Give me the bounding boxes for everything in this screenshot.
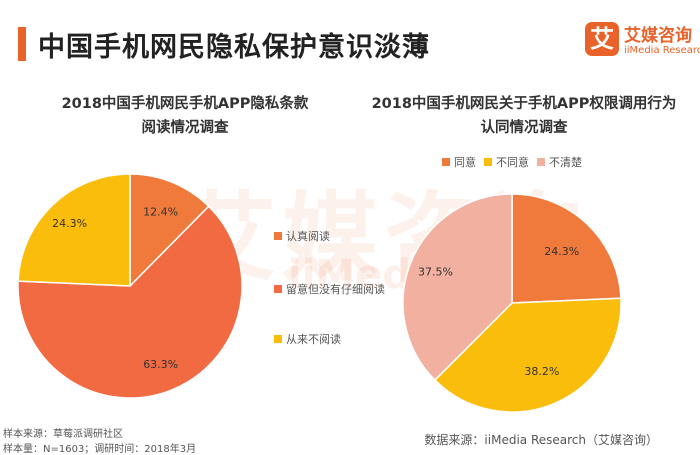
logo-text-en: iiMedia Research	[624, 45, 700, 56]
chart2-title-line2: 认同情况调查	[480, 120, 568, 136]
chart1-legend-item: 认真阅读	[274, 228, 330, 244]
iimedia-logo: 艾 艾媒咨询 iiMedia Research	[585, 20, 700, 66]
legend-label: 认真阅读	[286, 230, 330, 243]
legend-label: 同意	[454, 156, 476, 169]
chart1-legend-item: 从来不阅读	[274, 331, 341, 347]
chart1-value-label-2: 24.3%	[52, 217, 87, 230]
legend-label: 从来不阅读	[286, 333, 341, 346]
chart2-title: 2018中国手机网民关于手机APP权限调用行为 认同情况调查	[358, 92, 690, 140]
chart2-slice-0	[511, 193, 622, 304]
chart2-slice-2	[402, 193, 513, 382]
chart1-slice-0	[129, 173, 210, 288]
chart1-value-label-0: 12.4%	[143, 205, 178, 218]
chart1-slice-1	[17, 205, 243, 399]
logo-mark: 艾	[585, 22, 619, 56]
chart2-legend-item: 不清楚	[537, 154, 582, 170]
sample-size: 样本量：N=1603；调研时间：2018年3月	[3, 444, 197, 455]
data-source: 数据来源：iiMedia Research（艾媒咨询）	[424, 433, 658, 447]
chart1-legend-item: 留意但没有仔细阅读	[274, 281, 385, 297]
chart1-value-label-1: 63.3%	[143, 358, 178, 371]
page-title: 中国手机网民隐私保护意识淡薄	[38, 32, 430, 63]
chart2-value-label-2: 37.5%	[418, 265, 453, 278]
legend-swatch	[537, 158, 545, 166]
chart2-legend-item: 不同意	[484, 154, 529, 170]
chart1-slice-2	[17, 173, 131, 287]
legend-label: 不清楚	[549, 156, 582, 169]
legend-swatch	[442, 158, 450, 166]
legend-swatch	[274, 285, 282, 293]
title-accent-bar	[18, 27, 26, 61]
chart2-title-line1: 2018中国手机网民关于手机APP权限调用行为	[371, 96, 677, 112]
chart2-slice-1	[433, 297, 622, 413]
chart2-value-label-1: 38.2%	[524, 365, 559, 378]
chart1-title-line1: 2018中国手机网民手机APP隐私条款	[61, 96, 309, 112]
chart1-title-line2: 阅读情况调查	[141, 120, 229, 136]
sample-source: 样本来源：草莓派调研社区	[3, 429, 123, 440]
legend-swatch	[274, 232, 282, 240]
legend-label: 留意但没有仔细阅读	[286, 283, 385, 296]
legend-swatch	[484, 158, 492, 166]
chart1-title: 2018中国手机网民手机APP隐私条款 阅读情况调查	[40, 92, 330, 140]
legend-label: 不同意	[496, 156, 529, 169]
logo-text-cn: 艾媒咨询	[624, 26, 692, 46]
legend-swatch	[274, 335, 282, 343]
chart2-legend-item: 同意	[442, 154, 476, 170]
chart2-value-label-0: 24.3%	[544, 245, 579, 258]
